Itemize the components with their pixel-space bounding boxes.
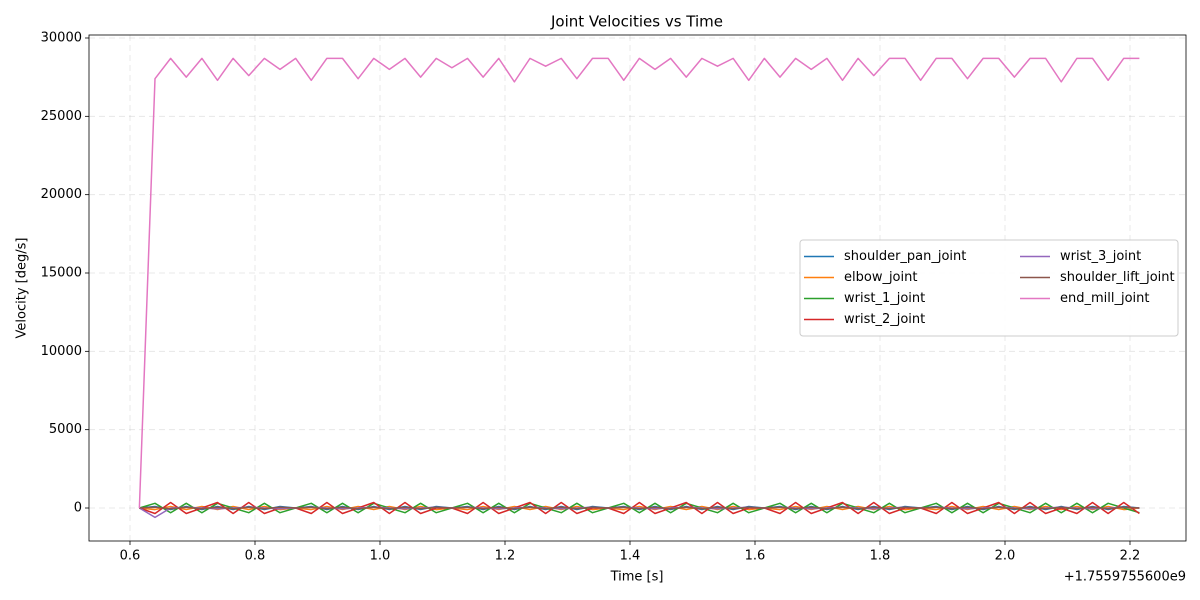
- legend-label: shoulder_lift_joint: [1060, 270, 1175, 285]
- legend-label: wrist_2_joint: [844, 312, 925, 327]
- x-offset-label: +1.7559755600e9: [1064, 570, 1186, 585]
- series-line: [139, 502, 1140, 514]
- series-line: [138, 57, 1140, 509]
- series-line: [139, 501, 1140, 515]
- y-tick-label: 0: [74, 501, 82, 516]
- y-tick-label: 15000: [41, 265, 82, 280]
- legend-label: wrist_3_joint: [1060, 249, 1141, 264]
- y-tick-label: 25000: [41, 109, 82, 124]
- y-tick-label: 20000: [41, 187, 82, 202]
- x-tick-label: 1.8: [870, 549, 891, 564]
- legend-label: shoulder_pan_joint: [844, 249, 966, 264]
- chart-title: Joint Velocities vs Time: [550, 13, 723, 31]
- series-line: [139, 506, 1140, 510]
- legend-box: [799, 239, 1179, 337]
- x-tick-label: 1.0: [370, 549, 391, 564]
- x-tick-label: 2.2: [1120, 549, 1141, 564]
- legend: shoulder_pan_joint elbow_joint wrist_1_joi…: [799, 239, 1179, 337]
- x-axis-label: Time [s]: [610, 570, 664, 585]
- y-tick-label: 10000: [41, 344, 82, 359]
- x-tick-label: 1.6: [745, 549, 766, 564]
- y-tick-label: 30000: [41, 30, 82, 45]
- legend-label: elbow_joint: [844, 270, 917, 285]
- x-tick-label: 0.6: [120, 549, 141, 564]
- y-axis-label: Velocity [deg/s]: [15, 238, 30, 339]
- legend-label: wrist_1_joint: [844, 291, 925, 306]
- legend-label: end_mill_joint: [1060, 291, 1150, 306]
- x-tick-label: 2.0: [995, 549, 1016, 564]
- x-tick-label: 1.2: [495, 549, 516, 564]
- y-tick-label: 5000: [49, 422, 82, 437]
- plot-frame: [88, 34, 1187, 542]
- x-tick-label: 1.4: [620, 549, 641, 564]
- x-tick-label: 0.8: [245, 549, 266, 564]
